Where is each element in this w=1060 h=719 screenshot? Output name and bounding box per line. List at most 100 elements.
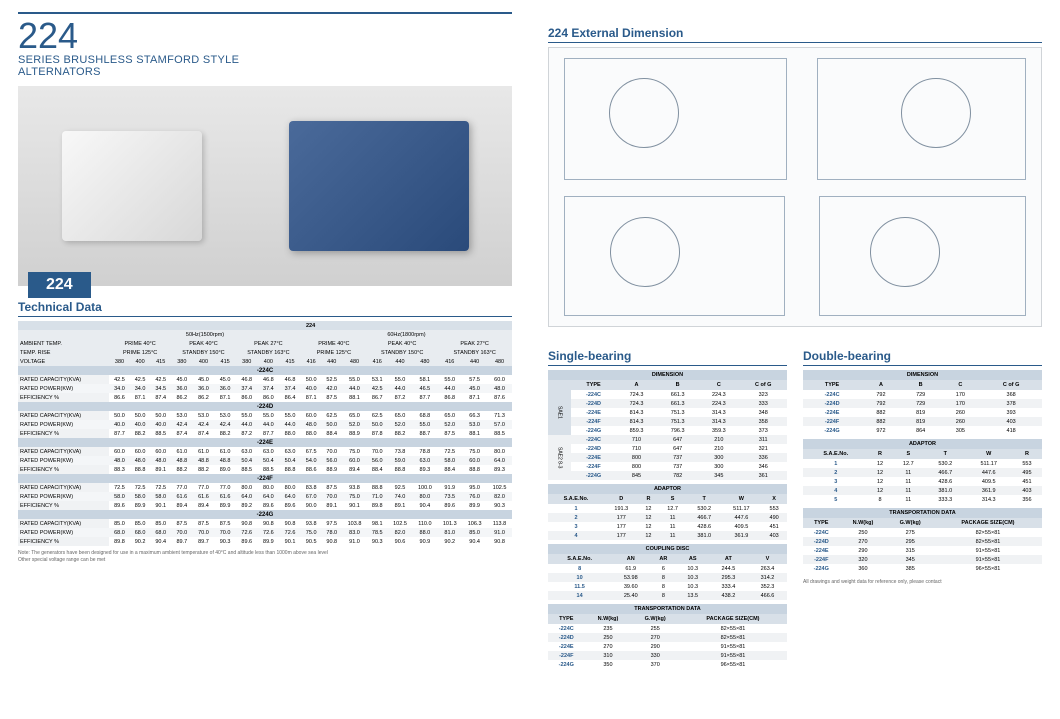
data-cell: 751.3	[657, 417, 698, 426]
data-cell: 87.4	[193, 429, 215, 438]
data-cell: 89.6	[109, 501, 130, 510]
data-cell: 8	[548, 564, 611, 573]
data-cell: 89.9	[214, 501, 236, 510]
data-cell: 88.0	[279, 429, 301, 438]
data-cell: 58.1	[412, 375, 437, 384]
data-cell: 87.5	[193, 519, 215, 528]
data-cell: 90.8	[279, 519, 301, 528]
data-cell: 710	[616, 435, 657, 444]
data-cell: 53.98	[611, 573, 650, 582]
data-cell: 8	[868, 495, 891, 504]
data-cell: 451	[761, 522, 787, 531]
col-header: R	[1012, 449, 1042, 459]
data-cell: 250	[840, 528, 887, 537]
data-cell: 68.0	[130, 528, 151, 537]
data-cell: 83.0	[342, 528, 367, 537]
data-cell: 76.0	[462, 492, 487, 501]
data-cell: 378	[980, 399, 1042, 408]
data-cell: 12	[868, 459, 891, 468]
data-cell: 52.0	[437, 420, 462, 429]
data-cell: 91.0	[342, 537, 367, 546]
data-cell: 62.5	[321, 411, 342, 420]
data-cell: 56.0	[321, 456, 342, 465]
data-cell: 54.0	[301, 456, 322, 465]
data-cell: 530.2	[687, 504, 722, 513]
data-cell: 290	[631, 642, 679, 651]
data-cell: -224G	[803, 426, 861, 435]
data-cell: 90.9	[412, 537, 437, 546]
data-cell: 5	[803, 495, 868, 504]
data-cell: 89.6	[279, 501, 301, 510]
data-cell: 85.0	[109, 519, 130, 528]
data-cell: 65.0	[388, 411, 413, 420]
data-cell: 447.6	[965, 468, 1011, 477]
data-cell: 45.0	[462, 384, 487, 393]
data-cell: 553	[761, 504, 787, 513]
table-row: -224E814.3751.3314.3348	[548, 408, 787, 417]
data-cell: 368	[980, 390, 1042, 399]
data-cell: 451	[1012, 477, 1042, 486]
data-cell: 48.0	[150, 456, 171, 465]
col-header: S.A.E.No.	[548, 554, 611, 564]
double-adaptor-table: ADAPTORS.A.E.No.RSTWR11212.7530.2511.175…	[803, 439, 1042, 504]
data-cell: 50.0	[301, 375, 322, 384]
single-coupling-table: COUPLING DISCS.A.E.No.ANARASATV861.9610.…	[548, 544, 787, 600]
table-row: 21211466.7447.6495	[803, 468, 1042, 477]
data-cell: 90.2	[437, 537, 462, 546]
data-cell: 25.40	[611, 591, 650, 600]
data-cell: 70.0	[214, 528, 236, 537]
data-cell: 89.1	[388, 501, 413, 510]
data-cell: 42.5	[367, 384, 388, 393]
data-cell: 90.8	[236, 519, 258, 528]
data-cell: 224.3	[698, 390, 739, 399]
data-cell: 358	[739, 417, 787, 426]
voltage-col: 440	[388, 357, 413, 366]
data-cell: 80.0	[487, 447, 512, 456]
data-cell: 90.3	[487, 501, 512, 510]
data-cell: 882	[861, 417, 901, 426]
data-cell: 88.5	[236, 465, 258, 474]
data-cell: 68.0	[150, 528, 171, 537]
table-row: SAE2 8-3-224C710647210311	[548, 435, 787, 444]
data-cell: 50.0	[150, 411, 171, 420]
data-cell: 270	[585, 642, 632, 651]
data-cell: 44.0	[342, 384, 367, 393]
data-cell: 44.0	[279, 420, 301, 429]
data-cell: 85.0	[130, 519, 151, 528]
technical-data-title: Technical Data	[18, 300, 512, 317]
data-cell: 90.8	[258, 519, 280, 528]
data-cell: 88.1	[462, 429, 487, 438]
table-row: 11.539.60810.3333.4352.3	[548, 582, 787, 591]
data-cell: 428.6	[925, 477, 965, 486]
double-dimension-table: DIMENSIONTYPEABCC of G-224C792729170368-…	[803, 370, 1042, 435]
table-row: -224G35037096×55×81	[548, 660, 787, 669]
data-cell: 972	[861, 426, 901, 435]
data-cell: 81.0	[437, 528, 462, 537]
data-cell: 88.0	[301, 429, 322, 438]
data-cell: 75.0	[462, 447, 487, 456]
data-cell: 57.5	[462, 375, 487, 384]
data-cell: 90.8	[487, 537, 512, 546]
data-cell: 170	[941, 390, 981, 399]
data-cell: 50.4	[258, 456, 280, 465]
data-cell: 11	[658, 531, 687, 540]
data-cell: 352.3	[748, 582, 787, 591]
cond-col: PEAK 40°C	[367, 339, 437, 348]
data-cell: 348	[739, 408, 787, 417]
data-cell: 864	[901, 426, 941, 435]
data-cell: 466.7	[925, 468, 965, 477]
data-cell: -224D	[571, 444, 616, 453]
section-header: TRANSPORTATION DATA	[803, 508, 1042, 518]
data-cell: 37.4	[236, 384, 258, 393]
data-cell: 85.0	[462, 528, 487, 537]
data-cell: 647	[657, 435, 698, 444]
data-cell: 737	[657, 462, 698, 471]
data-cell: 68.0	[109, 528, 130, 537]
data-cell: 393	[980, 408, 1042, 417]
data-cell: 792	[861, 390, 901, 399]
diagram-circle-icon	[610, 217, 680, 287]
table-row: -224C25027582×55×81	[803, 528, 1042, 537]
data-cell: 44.0	[258, 420, 280, 429]
data-cell: 55.0	[412, 420, 437, 429]
data-cell: 86.6	[109, 393, 130, 402]
